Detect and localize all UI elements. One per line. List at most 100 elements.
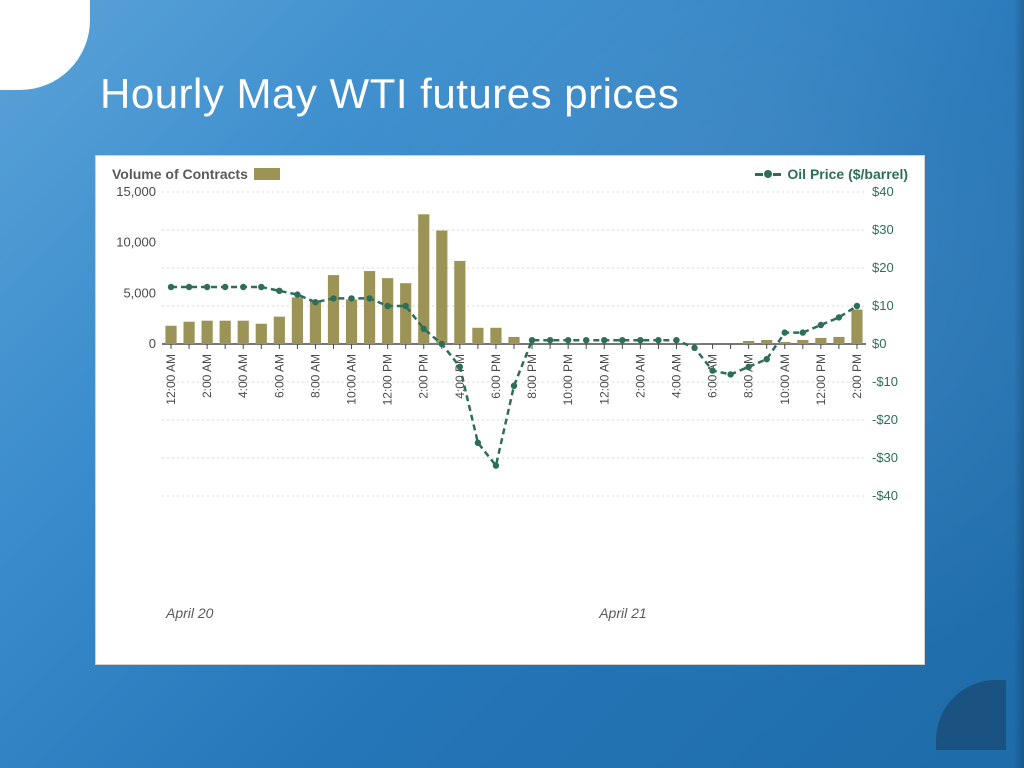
price-point <box>330 295 336 301</box>
volume-bar <box>328 275 339 344</box>
price-point <box>439 341 445 347</box>
svg-text:12:00 PM: 12:00 PM <box>814 354 828 405</box>
price-point <box>619 337 625 343</box>
svg-text:$0: $0 <box>872 336 886 351</box>
svg-text:5,000: 5,000 <box>123 285 156 300</box>
svg-text:15,000: 15,000 <box>116 186 156 199</box>
svg-text:$10: $10 <box>872 298 894 313</box>
price-point <box>457 364 463 370</box>
price-point <box>493 462 499 468</box>
svg-text:10:00 AM: 10:00 AM <box>778 354 792 405</box>
volume-bar <box>292 297 303 344</box>
svg-text:8:00 PM: 8:00 PM <box>525 354 539 399</box>
svg-text:10:00 AM: 10:00 AM <box>345 354 359 405</box>
date-section-label: April 20 <box>165 605 214 621</box>
price-point <box>547 337 553 343</box>
price-point <box>186 284 192 290</box>
price-point <box>240 284 246 290</box>
corner-decoration-bottom-right <box>936 680 1006 750</box>
svg-text:2:00 AM: 2:00 AM <box>200 354 214 398</box>
legend-volume: Volume of Contracts <box>112 166 280 182</box>
price-point <box>836 314 842 320</box>
price-point <box>294 291 300 297</box>
price-point <box>312 299 318 305</box>
svg-text:6:00 PM: 6:00 PM <box>489 354 503 399</box>
slide-title: Hourly May WTI futures prices <box>100 70 679 118</box>
volume-bar <box>382 278 393 344</box>
svg-text:12:00 PM: 12:00 PM <box>381 354 395 405</box>
svg-text:8:00 AM: 8:00 AM <box>308 354 322 398</box>
volume-bar <box>833 337 844 344</box>
volume-bar <box>400 283 411 344</box>
svg-text:2:00 PM: 2:00 PM <box>417 354 431 399</box>
price-point <box>709 367 715 373</box>
volume-bar <box>815 338 826 344</box>
svg-text:$40: $40 <box>872 186 894 199</box>
corner-decoration-top-left <box>0 0 90 90</box>
price-point <box>691 345 697 351</box>
price-point <box>565 337 571 343</box>
svg-text:-$30: -$30 <box>872 450 898 465</box>
price-point <box>348 295 354 301</box>
chart-svg: 05,00010,00015,000-$40-$30-$20-$10$0$10$… <box>104 186 918 626</box>
svg-text:6:00 AM: 6:00 AM <box>706 354 720 398</box>
svg-text:12:00 AM: 12:00 AM <box>597 354 611 405</box>
volume-bar <box>346 299 357 344</box>
legend-price-label: Oil Price ($/barrel) <box>787 166 908 182</box>
volume-bar <box>743 341 754 344</box>
price-point <box>402 303 408 309</box>
svg-text:2:00 PM: 2:00 PM <box>850 354 864 399</box>
price-point <box>727 371 733 377</box>
price-point <box>583 337 589 343</box>
volume-bar <box>202 321 213 344</box>
svg-text:$20: $20 <box>872 260 894 275</box>
price-point <box>276 288 282 294</box>
svg-text:0: 0 <box>149 336 156 351</box>
volume-bar <box>490 328 501 344</box>
volume-bar <box>310 301 321 344</box>
legend-bar-swatch-icon <box>254 168 280 180</box>
slide-edge-shadow <box>1014 0 1024 768</box>
svg-text:$30: $30 <box>872 222 894 237</box>
volume-bar <box>689 343 700 344</box>
price-point <box>222 284 228 290</box>
volume-bar <box>454 261 465 344</box>
price-point <box>529 337 535 343</box>
svg-text:8:00 AM: 8:00 AM <box>742 354 756 398</box>
svg-text:-$40: -$40 <box>872 488 898 503</box>
price-point <box>655 337 661 343</box>
volume-bar <box>436 231 447 344</box>
volume-bar <box>256 324 267 344</box>
date-section-label: April 21 <box>598 605 646 621</box>
legend: Volume of Contracts Oil Price ($/barrel) <box>104 164 916 186</box>
slide: Hourly May WTI futures prices Volume of … <box>0 0 1024 768</box>
volume-bar <box>472 328 483 344</box>
price-point <box>366 295 372 301</box>
svg-text:-$20: -$20 <box>872 412 898 427</box>
volume-bar <box>183 322 194 344</box>
svg-text:12:00 AM: 12:00 AM <box>164 354 178 405</box>
price-point <box>637 337 643 343</box>
price-point <box>764 356 770 362</box>
price-point <box>601 337 607 343</box>
price-point <box>854 303 860 309</box>
svg-text:6:00 AM: 6:00 AM <box>272 354 286 398</box>
svg-text:10,000: 10,000 <box>116 235 156 250</box>
legend-line-swatch-icon <box>755 170 781 178</box>
price-point <box>511 383 517 389</box>
volume-bar <box>508 337 519 344</box>
volume-bar <box>220 321 231 344</box>
legend-volume-label: Volume of Contracts <box>112 166 248 182</box>
price-point <box>745 364 751 370</box>
volume-bar <box>274 317 285 344</box>
volume-bar <box>364 271 375 344</box>
volume-bar <box>165 326 176 344</box>
price-point <box>818 322 824 328</box>
price-point <box>258 284 264 290</box>
volume-bar <box>238 321 249 344</box>
price-point <box>475 440 481 446</box>
svg-text:4:00 AM: 4:00 AM <box>236 354 250 398</box>
svg-text:4:00 AM: 4:00 AM <box>669 354 683 398</box>
price-point <box>782 329 788 335</box>
chart-plot: 05,00010,00015,000-$40-$30-$20-$10$0$10$… <box>104 186 916 626</box>
